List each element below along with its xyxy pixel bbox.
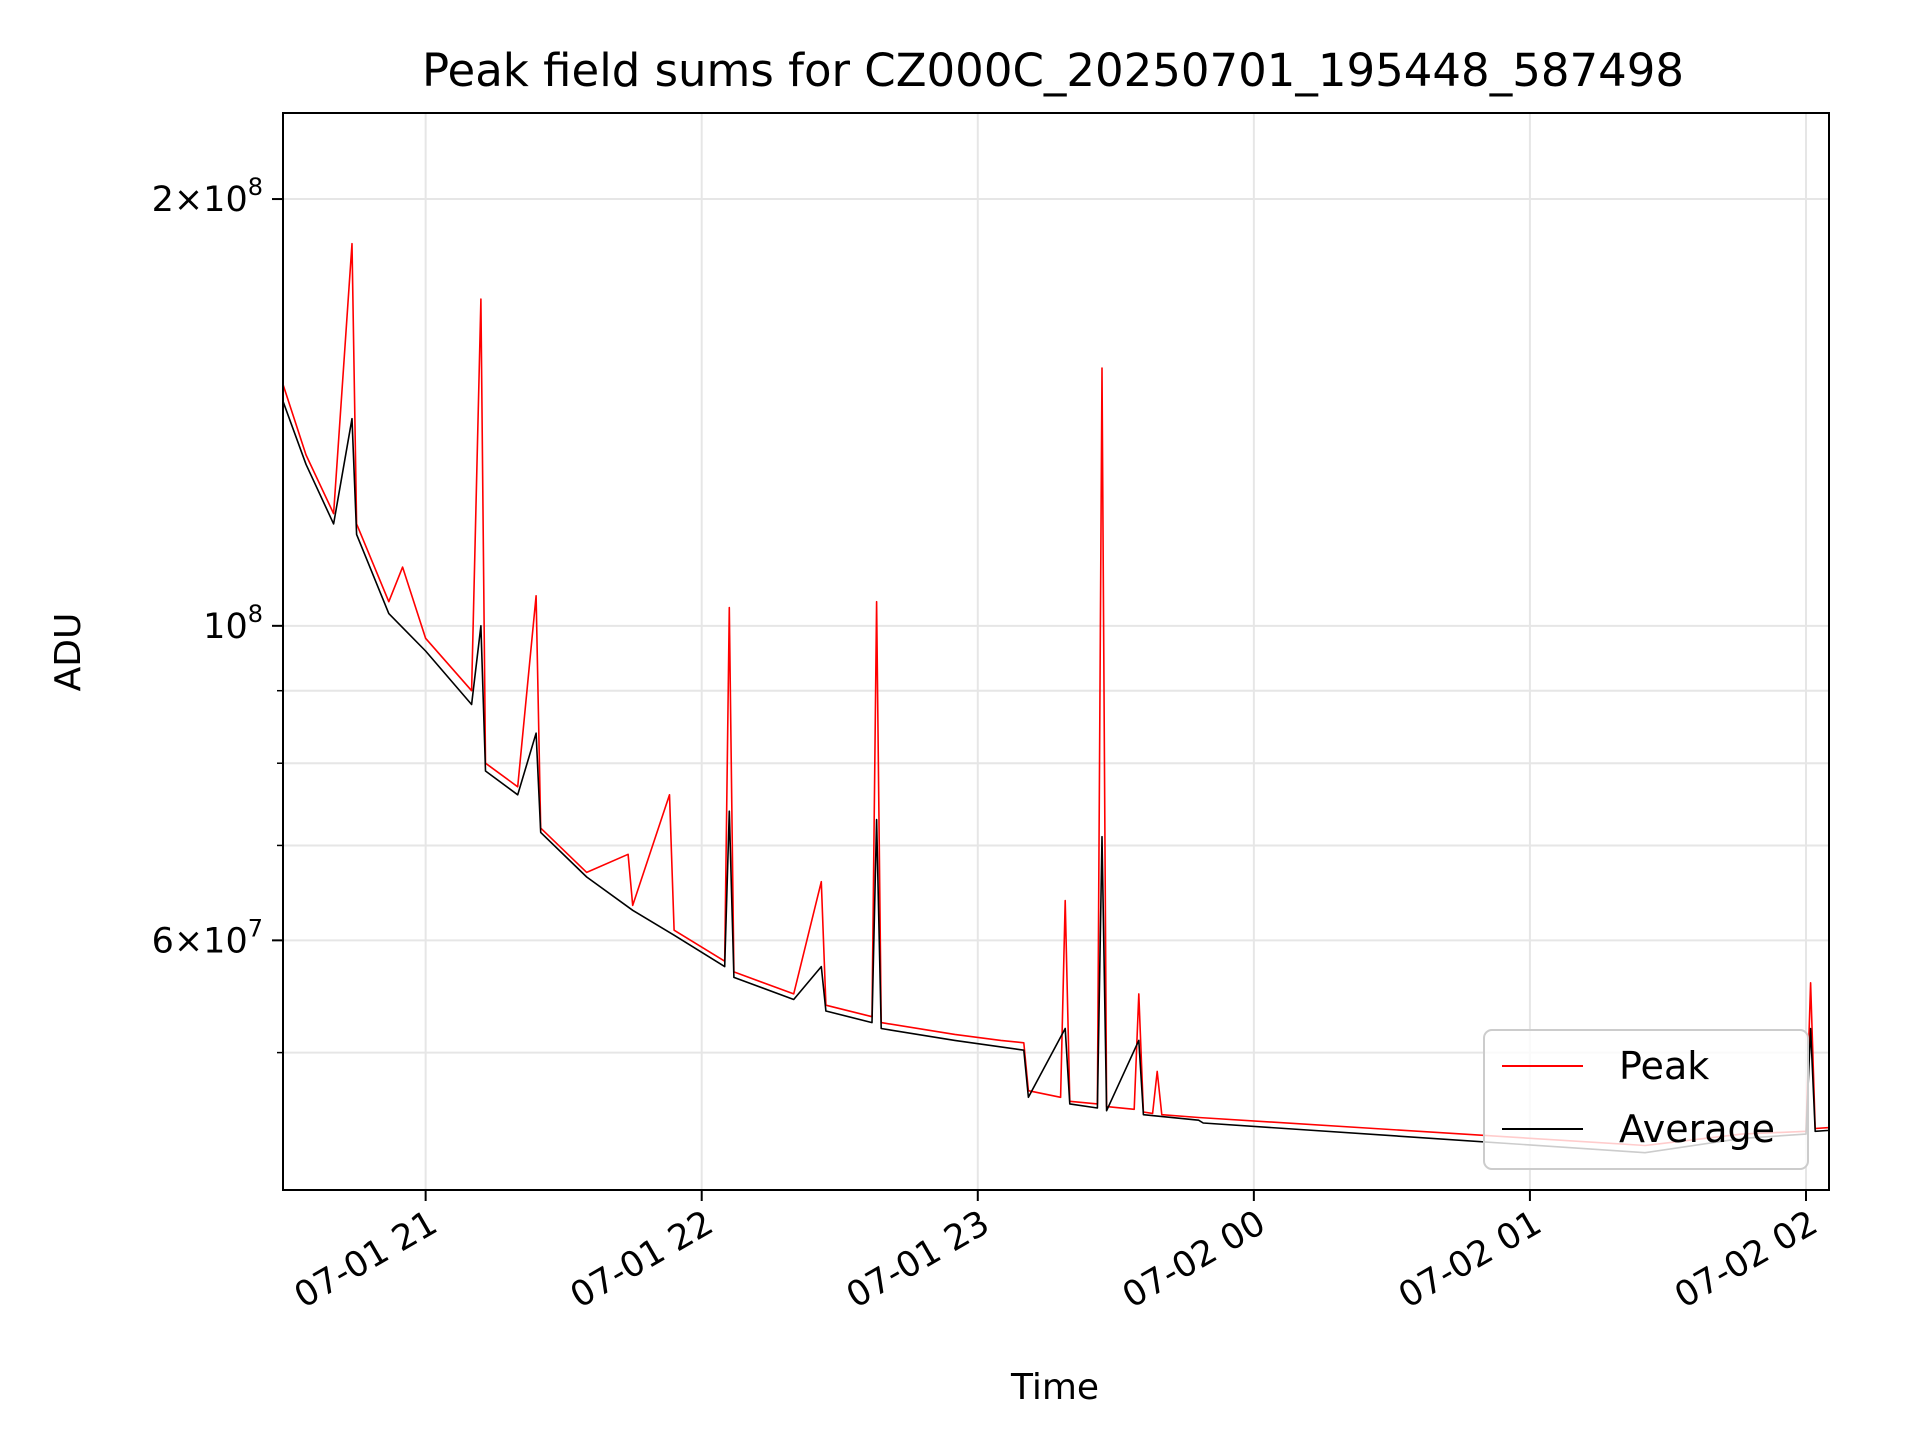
- y-tick-label-base: 10: [203, 607, 248, 647]
- y-tick-label-exponent: 8: [248, 173, 263, 201]
- y-tick-label-base: 6×10: [152, 921, 248, 961]
- legend-label-average: Average: [1619, 1107, 1775, 1151]
- y-tick-label-base: 2×10: [152, 180, 248, 220]
- legend-label-peak: Peak: [1619, 1044, 1709, 1088]
- y-tick-label: 108: [203, 600, 263, 647]
- y-tick-label: 6×107: [152, 914, 263, 961]
- chart-title: Peak field sums for CZ000C_20250701_1954…: [422, 44, 1684, 97]
- y-axis-label: ADU: [48, 613, 89, 692]
- axes-frame: [282, 112, 1830, 1191]
- y-tick-label-exponent: 7: [248, 914, 263, 942]
- y-tick-label-exponent: 8: [248, 600, 263, 628]
- legend: Peak Average: [1483, 1029, 1809, 1170]
- x-axis-label: Time: [1010, 1367, 1099, 1408]
- plot-area: [283, 242, 1829, 1154]
- series-line-average: [283, 401, 1829, 1154]
- legend-box: [1483, 1029, 1809, 1170]
- series-line-peak: [283, 242, 1829, 1147]
- grid: [283, 113, 1829, 1190]
- y-tick-label: 2×108: [152, 173, 263, 220]
